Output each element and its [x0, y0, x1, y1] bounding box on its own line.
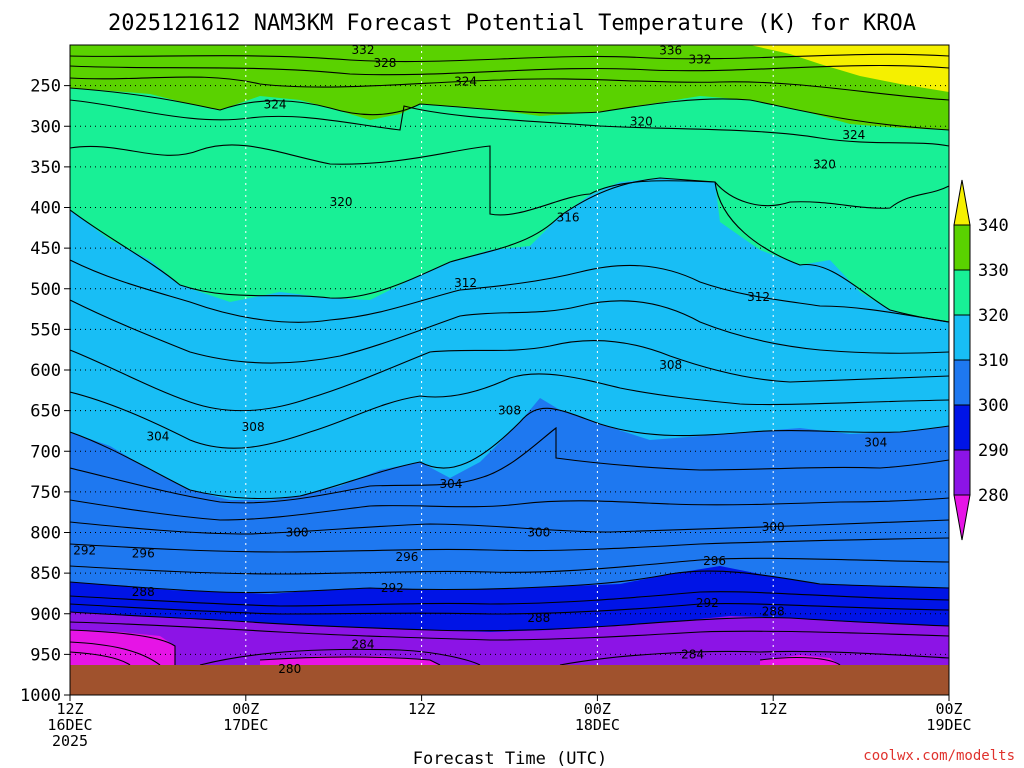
y-tick-label: 400: [30, 199, 61, 219]
y-tick-label: 550: [30, 320, 61, 340]
contour-label: 300: [527, 526, 550, 540]
contour-label: 308: [659, 358, 682, 372]
contour-label: 308: [242, 420, 265, 434]
contour-label: 292: [381, 581, 404, 595]
chart-title: 2025121612 NAM3KM Forecast Potential Tem…: [108, 11, 916, 36]
y-tick-label: 900: [30, 605, 61, 625]
y-tick-label: 450: [30, 239, 61, 259]
x-tick-label: 00Z: [935, 700, 962, 718]
contour-label: 320: [813, 157, 836, 171]
contour-label: 292: [73, 543, 96, 557]
contour-label: 312: [747, 290, 770, 304]
y-tick-label: 1000: [20, 686, 61, 706]
ground-fill: [70, 665, 949, 695]
contour-label: 320: [630, 114, 653, 128]
x-tick-label: 17DEC: [223, 716, 268, 734]
x-tick-label: 12Z: [408, 700, 435, 718]
contour-label: 288: [527, 611, 550, 625]
colorbar-segment: [953, 359, 971, 406]
colorbar-label: 340: [978, 216, 1009, 236]
credit-text: coolwx.com/modelts: [863, 748, 1015, 764]
x-axis-label: Forecast Time (UTC): [413, 749, 607, 768]
contour-fill: [70, 45, 949, 665]
colorbar-label: 320: [978, 306, 1009, 326]
contour-label: 288: [762, 604, 785, 618]
contour-label: 308: [498, 404, 521, 418]
contour-label: 324: [264, 97, 287, 111]
y-tick-label: 500: [30, 280, 61, 300]
colorbar-label: 300: [978, 396, 1009, 416]
y-tick-label: 600: [30, 361, 61, 381]
contour-labels: 332 3363323283243243203243203203163123123…: [73, 43, 887, 676]
contour-lines: [70, 53, 949, 665]
x-tick-label: 2025: [52, 732, 88, 750]
colorbar-label: 330: [978, 261, 1009, 281]
colorbar-label: 310: [978, 351, 1009, 371]
x-tick-label: 12Z: [760, 700, 787, 718]
contour-label: 300: [762, 520, 785, 534]
contour-label: 324: [454, 75, 477, 89]
colorbar: 340 330 320 310 300 290 280: [953, 179, 1009, 541]
x-tick-label: 00Z: [584, 700, 611, 718]
colorbar-segment: [953, 449, 971, 496]
x-tick-label: 00Z: [232, 700, 259, 718]
band-below-280: [70, 630, 840, 665]
contour-label: 316: [557, 210, 580, 224]
contour-label: 296: [132, 547, 155, 561]
y-tick-label: 300: [30, 117, 61, 137]
x-tick-label: 19DEC: [926, 716, 971, 734]
contour-label: 328: [374, 56, 397, 70]
contour-label: 300: [286, 526, 309, 540]
y-tick-label: 650: [30, 402, 61, 422]
contour-label: 292: [696, 596, 719, 610]
contour-label: 296: [703, 554, 726, 568]
y-tick-label: 950: [30, 645, 61, 665]
y-tick-label: 750: [30, 483, 61, 503]
contour-label: 324: [842, 128, 865, 142]
contour-label: 288: [132, 585, 155, 599]
contour-label: 312: [454, 276, 477, 290]
colorbar-segment: [953, 314, 971, 361]
colorbar-segment: [953, 404, 971, 451]
contour-label: 320: [330, 195, 353, 209]
colorbar-label: 290: [978, 441, 1009, 461]
contour-label: 332: [688, 53, 711, 67]
y-tick-label: 350: [30, 158, 61, 178]
x-tick-label: 16DEC: [47, 716, 92, 734]
contour-label: 336: [659, 44, 682, 58]
y-tick-label: 850: [30, 564, 61, 584]
band-330-340: [70, 45, 949, 130]
contour-label: 280: [278, 662, 301, 676]
contour-label: 284: [352, 638, 375, 652]
colorbar-segment: [953, 269, 971, 316]
colorbar-bottom-arrow: [953, 494, 971, 541]
x-tick-label: 12Z: [56, 700, 83, 718]
x-tick-label: 18DEC: [575, 716, 620, 734]
y-tick-label: 250: [30, 77, 61, 97]
y-tick-label: 700: [30, 442, 61, 462]
contour-label: 296: [395, 550, 418, 564]
contour-label: 304: [864, 435, 887, 449]
y-axis: 250 300 350 400 450 500 550 600 650 700 750 800 850 9…: [20, 77, 70, 706]
colorbar-label: 280: [978, 486, 1009, 506]
y-tick-label: 800: [30, 524, 61, 544]
contour-label: 304: [439, 477, 462, 491]
contour-label: 332: [352, 43, 375, 57]
contour-label: 304: [146, 430, 169, 444]
colorbar-top-arrow: [953, 179, 971, 226]
contour-label: 284: [681, 647, 704, 661]
colorbar-segment: [953, 224, 971, 271]
